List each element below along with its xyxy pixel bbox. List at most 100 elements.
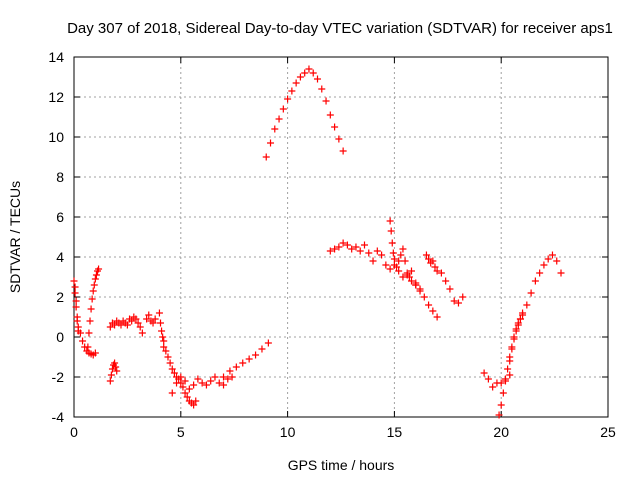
data-point — [512, 327, 520, 335]
data-point — [157, 319, 165, 327]
data-point — [335, 243, 343, 251]
data-point — [553, 257, 561, 265]
data-point — [85, 329, 93, 337]
data-point — [425, 255, 433, 263]
data-point — [296, 73, 304, 81]
data-point — [516, 315, 524, 323]
y-tick-label: 8 — [56, 169, 64, 185]
data-point — [429, 307, 437, 315]
y-tick-label: 2 — [56, 289, 64, 305]
y-tick-label: 6 — [56, 209, 64, 225]
data-point — [433, 313, 441, 321]
data-point — [252, 351, 260, 359]
x-tick-label: 15 — [387, 424, 403, 440]
data-point — [531, 277, 539, 285]
data-point — [158, 327, 166, 335]
series-seg12 — [326, 239, 394, 273]
data-point — [497, 379, 505, 387]
data-point — [113, 367, 121, 375]
data-point — [431, 263, 439, 271]
y-tick-label: -4 — [52, 409, 65, 425]
data-point — [318, 85, 326, 93]
y-tick-label: 14 — [48, 49, 64, 65]
data-point — [544, 255, 552, 263]
data-point — [365, 249, 373, 257]
data-point — [343, 241, 351, 249]
data-point — [335, 135, 343, 143]
data-point — [198, 379, 206, 387]
data-point — [450, 297, 458, 305]
data-point — [309, 69, 317, 77]
data-point — [489, 383, 497, 391]
data-point — [232, 363, 240, 371]
data-point — [73, 313, 81, 321]
data-point — [72, 303, 80, 311]
data-point — [220, 373, 228, 381]
data-point — [514, 321, 522, 329]
data-point — [548, 251, 556, 259]
data-point — [284, 95, 292, 103]
data-point — [495, 411, 503, 419]
data-point — [160, 343, 168, 351]
data-point — [91, 349, 99, 357]
data-point — [190, 381, 198, 389]
data-point — [326, 247, 334, 255]
data-point — [388, 239, 396, 247]
data-point — [506, 371, 514, 379]
data-point — [111, 359, 119, 367]
data-point — [401, 257, 409, 265]
data-point — [480, 369, 488, 377]
x-tick-label: 20 — [493, 424, 509, 440]
y-tick-label: 10 — [48, 129, 64, 145]
data-point — [192, 397, 200, 405]
data-point — [166, 359, 174, 367]
data-point — [348, 245, 356, 253]
data-point — [523, 301, 531, 309]
data-point — [162, 347, 170, 355]
data-point — [390, 261, 398, 269]
y-tick-label: 4 — [56, 249, 64, 265]
data-point — [352, 243, 360, 251]
data-point — [429, 257, 437, 265]
series-seg7 — [155, 309, 168, 345]
data-point — [224, 375, 232, 383]
series-seg15 — [412, 269, 467, 321]
data-point — [331, 245, 339, 253]
data-point — [190, 401, 198, 409]
x-tick-label: 25 — [600, 424, 616, 440]
data-point — [155, 309, 163, 317]
series-seg5 — [106, 313, 146, 337]
data-point — [395, 257, 403, 265]
data-point — [437, 269, 445, 277]
y-tick-label: 0 — [56, 329, 64, 345]
data-point — [527, 289, 535, 297]
data-point — [168, 389, 176, 397]
data-point — [420, 293, 428, 301]
data-point — [181, 377, 189, 385]
data-point — [128, 317, 136, 325]
data-point — [84, 343, 92, 351]
data-point — [508, 345, 516, 353]
data-point — [264, 339, 272, 347]
data-point — [92, 271, 100, 279]
data-point — [386, 217, 394, 225]
data-point — [179, 383, 187, 391]
marks-layer — [70, 65, 565, 419]
data-point — [87, 305, 95, 313]
data-point — [132, 315, 140, 323]
series-seg2 — [71, 283, 82, 335]
grid-layer — [74, 57, 608, 417]
data-point — [433, 267, 441, 275]
x-tick-label: 5 — [177, 424, 185, 440]
data-point — [138, 329, 146, 337]
data-point — [72, 297, 80, 305]
data-point — [143, 315, 151, 323]
series-seg4 — [106, 359, 121, 385]
data-point — [387, 227, 395, 235]
data-point — [107, 371, 115, 379]
data-point — [123, 321, 131, 329]
data-point — [373, 247, 381, 255]
x-tick-label: 0 — [70, 424, 78, 440]
y-axis-label: SDTVAR / TECUs — [7, 181, 23, 293]
data-point — [395, 267, 403, 275]
